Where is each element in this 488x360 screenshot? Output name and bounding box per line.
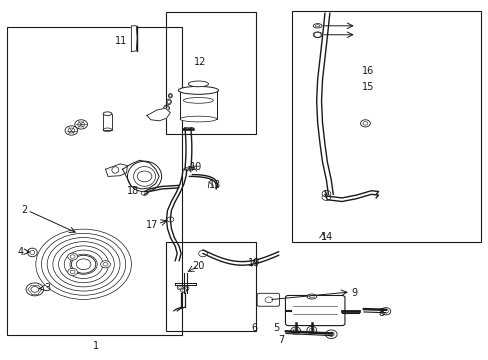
Ellipse shape: [127, 161, 161, 192]
Ellipse shape: [180, 116, 216, 122]
Circle shape: [183, 286, 188, 291]
Text: 9: 9: [351, 288, 357, 298]
Polygon shape: [105, 164, 127, 176]
Polygon shape: [147, 108, 170, 121]
Ellipse shape: [184, 167, 188, 171]
Text: 3: 3: [44, 283, 51, 293]
Circle shape: [26, 283, 43, 296]
Text: 8: 8: [377, 308, 383, 318]
Circle shape: [75, 120, 87, 129]
Circle shape: [65, 126, 78, 135]
Text: 15: 15: [361, 82, 373, 93]
Circle shape: [166, 217, 173, 222]
Circle shape: [101, 261, 110, 268]
Text: 18: 18: [127, 186, 140, 197]
Bar: [6, 27, 182, 335]
Bar: [165, 12, 255, 134]
Ellipse shape: [313, 24, 322, 28]
Text: 10: 10: [189, 162, 202, 172]
Text: 16: 16: [361, 66, 373, 76]
Circle shape: [290, 327, 300, 334]
Ellipse shape: [306, 294, 316, 299]
Text: 19: 19: [247, 258, 260, 268]
Circle shape: [306, 326, 316, 333]
Circle shape: [180, 288, 186, 293]
Ellipse shape: [27, 248, 37, 257]
Polygon shape: [122, 160, 159, 189]
Text: 2: 2: [21, 206, 27, 216]
Bar: [180, 90, 216, 119]
FancyBboxPatch shape: [285, 296, 344, 325]
Text: 20: 20: [192, 261, 204, 271]
Text: 5: 5: [272, 323, 279, 333]
Circle shape: [380, 308, 390, 315]
Bar: [103, 114, 112, 130]
Circle shape: [322, 194, 330, 201]
Text: 11: 11: [115, 36, 127, 46]
Circle shape: [68, 268, 77, 275]
Circle shape: [177, 285, 183, 290]
Text: 14: 14: [321, 232, 333, 242]
Text: 12: 12: [194, 57, 206, 67]
Circle shape: [137, 171, 152, 182]
Circle shape: [141, 190, 148, 195]
Circle shape: [198, 250, 207, 257]
Circle shape: [71, 255, 96, 273]
Text: 6: 6: [251, 323, 257, 333]
Ellipse shape: [313, 32, 322, 38]
Polygon shape: [131, 26, 137, 51]
Circle shape: [322, 190, 330, 197]
Bar: [292, 12, 481, 242]
Bar: [165, 242, 255, 331]
Ellipse shape: [103, 112, 112, 116]
Ellipse shape: [188, 81, 208, 87]
Ellipse shape: [188, 127, 193, 130]
Text: 4: 4: [17, 247, 23, 257]
Ellipse shape: [183, 127, 188, 130]
Circle shape: [325, 330, 336, 338]
Text: 17: 17: [145, 220, 158, 230]
Ellipse shape: [178, 86, 218, 94]
FancyBboxPatch shape: [257, 293, 279, 306]
Text: 13: 13: [209, 180, 221, 190]
Text: 1: 1: [93, 341, 99, 351]
Circle shape: [68, 253, 77, 260]
Text: 7: 7: [277, 334, 284, 345]
Ellipse shape: [188, 167, 192, 171]
Circle shape: [360, 120, 369, 127]
